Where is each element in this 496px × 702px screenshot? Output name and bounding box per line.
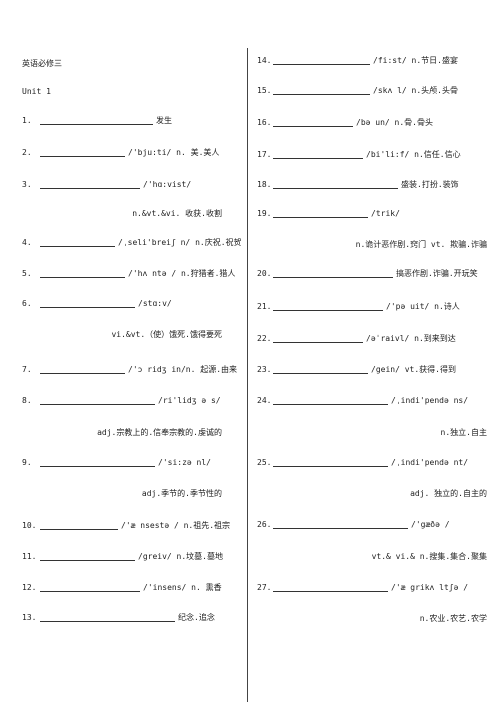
item-number: 20. (257, 269, 272, 278)
answer-blank (273, 404, 388, 405)
item-text: /ri'lidʒ ə s/ (158, 396, 221, 405)
doc-title: 英语必修三 (22, 59, 62, 68)
item-number: 7. (22, 365, 32, 374)
item-text: /'si:zə nl/ (158, 458, 211, 467)
answer-blank (40, 156, 125, 157)
item-number: 18. (257, 180, 272, 189)
item-continuation: adj.宗教上的.信奉宗教的.虔诚的 (97, 428, 222, 437)
item-number: 17. (257, 150, 272, 159)
item-text: /'hɑ:vist/ (143, 180, 192, 189)
answer-blank (273, 466, 388, 467)
item-continuation: vt.& vi.& n.搜集.集合.聚集 (371, 552, 487, 561)
item-continuation: vi.&vt.（使）饿死.饿得要死 (111, 330, 222, 339)
answer-blank (40, 621, 175, 622)
answer-blank (273, 342, 363, 343)
answer-blank (40, 373, 125, 374)
item-text: /ˌseli'breiʃ n/ n.庆祝.祝贺 (118, 238, 242, 247)
answer-blank (273, 188, 398, 189)
answer-blank (273, 528, 408, 529)
item-number: 25. (257, 458, 272, 467)
item-continuation: n.独立.自主 (440, 428, 487, 437)
item-text: /bə un/ n.骨.骨头 (356, 118, 433, 127)
item-number: 15. (257, 86, 272, 95)
answer-blank (273, 64, 370, 65)
column-divider (247, 48, 248, 702)
item-number: 9. (22, 458, 32, 467)
item-number: 27. (257, 583, 272, 592)
item-text: /'ɔ ridʒ in/n. 起源.由来 (128, 365, 238, 374)
item-text: /'hʌ ntə / n.狩猎者.猎人 (128, 269, 236, 278)
item-continuation: n.诡计恶作剧.窍门 vt. 欺骗.诈骗 (355, 240, 487, 249)
answer-blank (273, 158, 363, 159)
item-text: /'bju:ti/ n. 美.美人 (128, 148, 220, 157)
answer-blank (40, 591, 140, 592)
item-text: 搞恶作剧.诈骗.开玩笑 (396, 269, 478, 278)
answer-blank (40, 188, 140, 189)
item-continuation: adj.季节的.季节性的 (141, 489, 222, 498)
unit-title: Unit 1 (22, 87, 51, 96)
answer-blank (273, 373, 368, 374)
item-number: 1. (22, 116, 32, 125)
item-text: /greiv/ n.坟墓.墓地 (138, 552, 223, 561)
item-number: 5. (22, 269, 32, 278)
item-number: 3. (22, 180, 32, 189)
item-text: /trik/ (371, 209, 400, 218)
item-number: 12. (22, 583, 37, 592)
item-number: 19. (257, 209, 272, 218)
answer-blank (273, 310, 383, 311)
answer-blank (40, 307, 135, 308)
item-continuation: n.&vt.&vi. 收获.收割 (132, 209, 222, 218)
item-text: /'æ nsestə / n.祖先.祖宗 (121, 521, 231, 530)
answer-blank (273, 94, 370, 95)
item-number: 11. (22, 552, 37, 561)
item-text: /'pə uit/ n.诗人 (386, 302, 460, 311)
item-text: /bi'li:f/ n.信任.信心 (366, 150, 461, 159)
item-text: 盛装.打扮.装饰 (401, 180, 459, 189)
item-number: 2. (22, 148, 32, 157)
item-number: 10. (22, 521, 37, 530)
item-text: /fi:st/ n.节日.盛宴 (373, 56, 458, 65)
item-number: 14. (257, 56, 272, 65)
item-number: 24. (257, 396, 272, 405)
answer-blank (273, 126, 353, 127)
answer-blank (40, 529, 118, 530)
item-number: 6. (22, 299, 32, 308)
item-text: /ˌindi'pendə nt/ (391, 458, 469, 467)
item-text: /'æ grikʌ ltʃə / (391, 583, 469, 592)
item-number: 13. (22, 613, 37, 622)
item-text: /'insens/ n. 熏香 (143, 583, 222, 592)
answer-blank (273, 277, 393, 278)
item-text: 纪念.追念 (178, 613, 215, 622)
answer-blank (40, 246, 115, 247)
item-number: 21. (257, 302, 272, 311)
item-text: /əˈraivl/ n.到来到达 (366, 334, 456, 343)
item-text: 发生 (156, 116, 172, 125)
item-text: /gein/ vt.获得.得到 (371, 365, 456, 374)
answer-blank (40, 560, 135, 561)
item-text: /'gæðə / (411, 520, 450, 529)
answer-blank (40, 466, 155, 467)
item-number: 16. (257, 118, 272, 127)
item-number: 26. (257, 520, 272, 529)
item-continuation: adj. 独立的.自主的 (410, 489, 487, 498)
answer-blank (40, 404, 155, 405)
item-number: 23. (257, 365, 272, 374)
item-number: 4. (22, 238, 32, 247)
item-text: /skʌ l/ n.头颅.头骨 (373, 86, 458, 95)
item-text: /ˌindi'pendə ns/ (391, 396, 469, 405)
item-number: 22. (257, 334, 272, 343)
item-text: /stɑ:v/ (138, 299, 172, 308)
answer-blank (273, 217, 368, 218)
answer-blank (40, 277, 125, 278)
item-number: 8. (22, 396, 32, 405)
answer-blank (273, 591, 388, 592)
answer-blank (40, 124, 153, 125)
item-continuation: n.农业.农艺.农学 (419, 614, 487, 623)
